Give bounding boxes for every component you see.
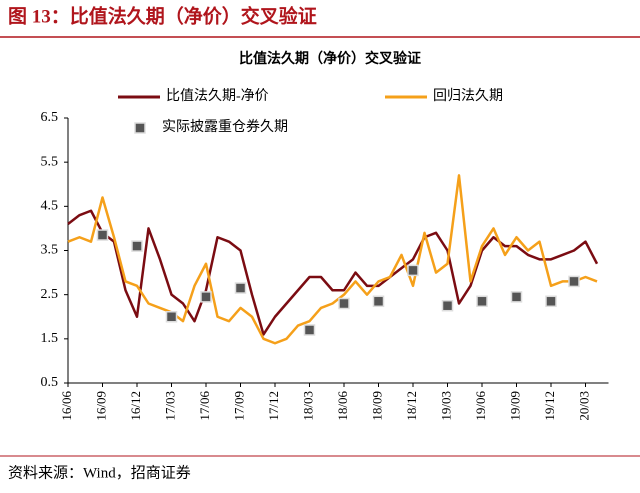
chart-title: 比值法久期（净价）交叉验证 [239,50,421,67]
legend-label: 回归法久期 [433,87,503,104]
x-tick-label: 19/06 [473,391,488,421]
marker [372,295,385,308]
marker [476,295,488,308]
marker [200,291,212,303]
marker [338,297,350,310]
marker [407,264,419,277]
x-tick-label: 17/03 [162,391,177,421]
marker [568,275,580,288]
legend-label: 比值法久期-净价 [166,88,269,104]
x-tick-label: 19/09 [507,391,522,421]
marker [510,291,523,303]
marker [545,295,557,308]
marker [96,229,109,241]
source: 资料来源：Wind，招商证券 [8,464,191,481]
x-tick-label: 17/09 [231,391,246,421]
y-tick-label: 5.5 [41,154,59,169]
y-tick-label: 6.5 [41,110,59,125]
series-line [67,209,599,336]
x-tick-label: 16/12 [128,391,143,421]
x-tick-label: 18/06 [335,391,350,421]
marker [165,311,178,323]
x-tick-label: 18/03 [300,391,315,421]
x-tick-label: 18/09 [369,391,384,421]
x-tick-label: 16/09 [93,391,108,421]
x-tick-label: 17/12 [266,391,281,421]
figure-label: 图 13：比值法久期（净价）交叉验证 [8,4,317,27]
marker [131,240,143,252]
y-tick-label: 1.5 [41,331,59,346]
marker [303,324,316,336]
legend-marker [134,122,146,134]
marker [234,282,247,294]
x-tick-label: 17/06 [197,391,212,421]
y-tick-label: 2.5 [41,287,59,302]
x-tick-label: 18/12 [404,391,419,421]
y-tick-label: 0.5 [41,375,59,390]
x-tick-label: 16/06 [59,391,74,421]
y-tick-label: 4.5 [41,199,59,214]
y-tick-label: 3.5 [41,243,59,258]
x-tick-label: 19/03 [438,391,453,421]
marker [441,299,454,312]
x-tick-label: 20/03 [576,391,591,421]
series-line [67,174,598,345]
x-tick-label: 19/12 [542,391,557,421]
legend-label: 实际披露重仓券久期 [162,119,288,135]
